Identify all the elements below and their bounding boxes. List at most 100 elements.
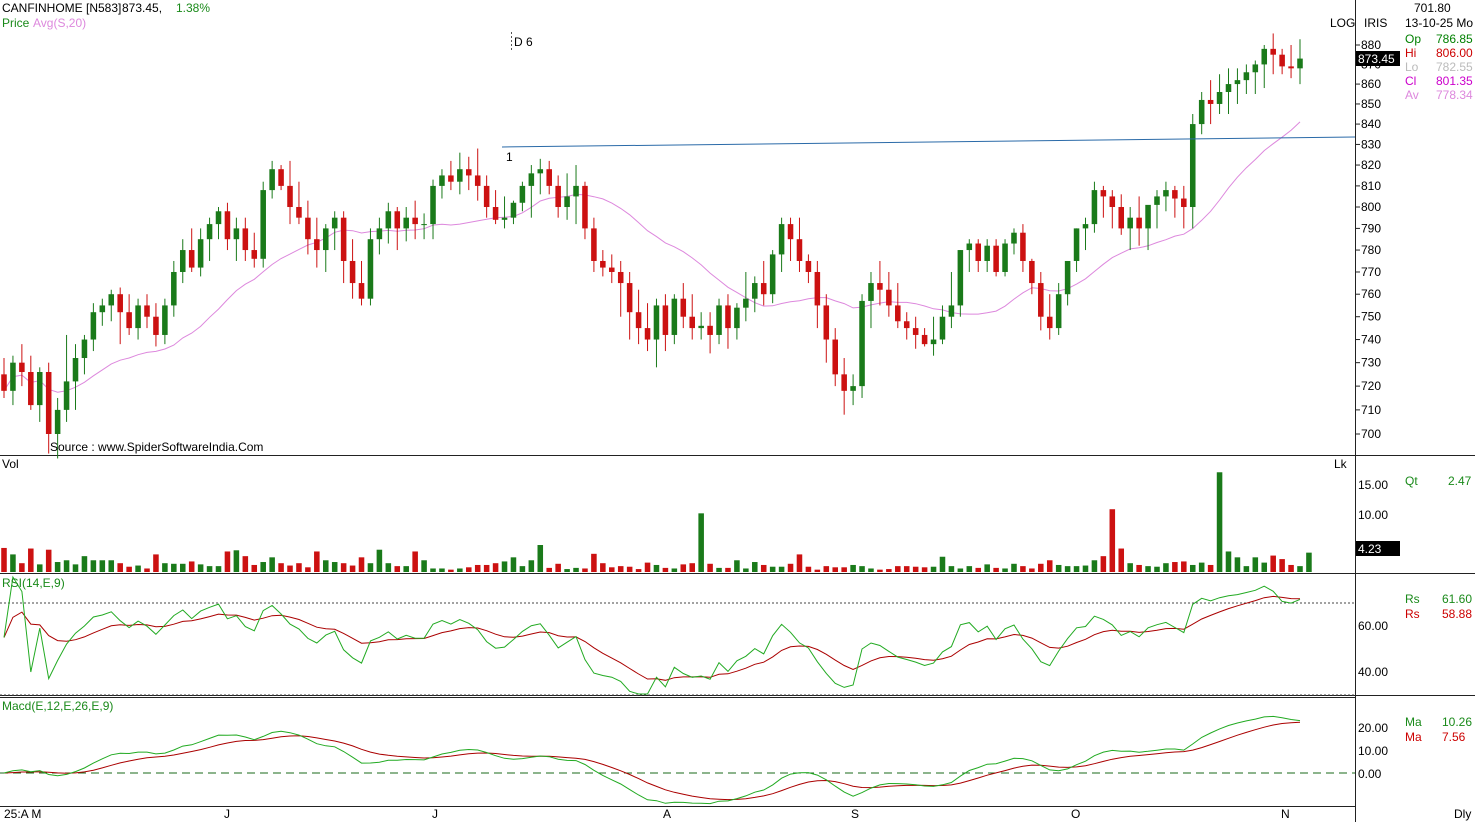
volume-bar <box>1100 556 1107 572</box>
candle <box>886 271 892 317</box>
volume-bar <box>823 566 830 572</box>
volume-bar <box>278 563 284 572</box>
candle-body <box>582 185 588 229</box>
candle-body <box>680 298 687 317</box>
candle-body <box>412 217 418 225</box>
candle-body <box>403 217 409 229</box>
volume-bar <box>251 564 258 572</box>
candle <box>28 355 34 410</box>
candle <box>528 165 535 218</box>
candle <box>36 367 43 422</box>
volume-bar <box>877 569 883 572</box>
candle <box>108 289 115 322</box>
iris-label: IRIS <box>1364 16 1387 30</box>
candle-body <box>1243 72 1250 81</box>
price-tick-label: 840 <box>1361 117 1381 131</box>
candle-body <box>269 169 275 191</box>
vol-tick-15: 15.00 <box>1358 478 1388 492</box>
candle-body <box>144 305 150 317</box>
candle <box>1207 80 1214 125</box>
candle <box>466 156 472 191</box>
macd-label-1: Ma <box>1405 715 1422 729</box>
candle-body <box>617 271 624 284</box>
candle <box>573 165 579 225</box>
info-row-value: 782.55 <box>1436 60 1473 74</box>
candle <box>1109 190 1116 229</box>
candle <box>1216 74 1223 114</box>
xaxis-label-7: N <box>1281 807 1290 821</box>
volume-bar <box>287 565 293 572</box>
candle <box>457 152 463 195</box>
candle <box>1029 258 1035 295</box>
candle <box>1297 39 1303 85</box>
candle-body <box>314 239 320 251</box>
volume-bar <box>1172 562 1178 572</box>
volume-bar <box>725 567 731 572</box>
candle-body <box>662 305 669 335</box>
candle <box>483 175 490 218</box>
price-tick-label: 730 <box>1361 356 1381 370</box>
price-tick-label: 770 <box>1361 265 1381 279</box>
volume-bar <box>984 564 990 572</box>
candle <box>1145 204 1151 251</box>
price-tick-label: 830 <box>1361 137 1381 151</box>
candle-body <box>349 260 356 284</box>
candle-body <box>930 339 937 345</box>
volume-bar <box>385 563 392 572</box>
candle <box>1091 181 1098 233</box>
candle-body <box>466 169 472 176</box>
candle <box>769 250 776 304</box>
volume-bar <box>698 513 704 572</box>
volume-bar <box>1046 560 1053 572</box>
volume-bar <box>331 562 338 572</box>
volume-bar <box>492 563 499 572</box>
volume-bar <box>439 568 445 572</box>
volume-bar <box>582 568 588 572</box>
candle-body <box>1073 228 1080 261</box>
candle <box>394 207 401 251</box>
candle <box>474 148 481 201</box>
price-tick-label: 720 <box>1361 379 1381 393</box>
candle-body <box>1029 260 1035 284</box>
candle <box>358 260 365 306</box>
volume-bar <box>1306 552 1312 572</box>
macd-tick-0: 0.00 <box>1358 767 1382 781</box>
volume-bar <box>412 551 418 572</box>
candle <box>1163 181 1169 212</box>
moving-average-layer <box>3 121 1301 393</box>
candle <box>1064 260 1071 306</box>
vol-lk: Lk <box>1334 457 1348 471</box>
rsi-signal-line <box>3 595 1301 681</box>
candle-body <box>886 289 892 306</box>
candle-body <box>474 175 481 186</box>
candle <box>1181 185 1187 229</box>
volume-bar <box>430 568 436 572</box>
volume-bar <box>358 557 365 572</box>
volume-bar <box>895 566 901 572</box>
candle-body <box>233 228 240 240</box>
volume-bar <box>215 566 222 572</box>
volume-bar <box>957 568 964 572</box>
candle-body <box>671 298 678 335</box>
xaxis-label-2: J <box>224 807 230 821</box>
info-row-label: Lo <box>1405 60 1419 74</box>
candle-body <box>903 321 910 329</box>
info-date: 13-10-25 Mo <box>1405 16 1473 30</box>
candle <box>555 175 561 218</box>
candle <box>912 316 919 349</box>
candle <box>787 217 794 261</box>
candle-body <box>600 260 606 268</box>
candle-body <box>993 245 999 272</box>
candle-body <box>1181 198 1187 208</box>
candle-body <box>1297 58 1303 69</box>
candle <box>734 303 740 340</box>
candle-body <box>1136 217 1142 229</box>
candle <box>10 355 16 406</box>
vol-tick-10: 10.00 <box>1358 508 1388 522</box>
xaxis-label-5: S <box>851 807 859 821</box>
trendline[interactable] <box>501 136 1356 148</box>
candle-body <box>305 217 311 240</box>
candle-body <box>188 250 195 268</box>
candle-body <box>1234 80 1241 85</box>
